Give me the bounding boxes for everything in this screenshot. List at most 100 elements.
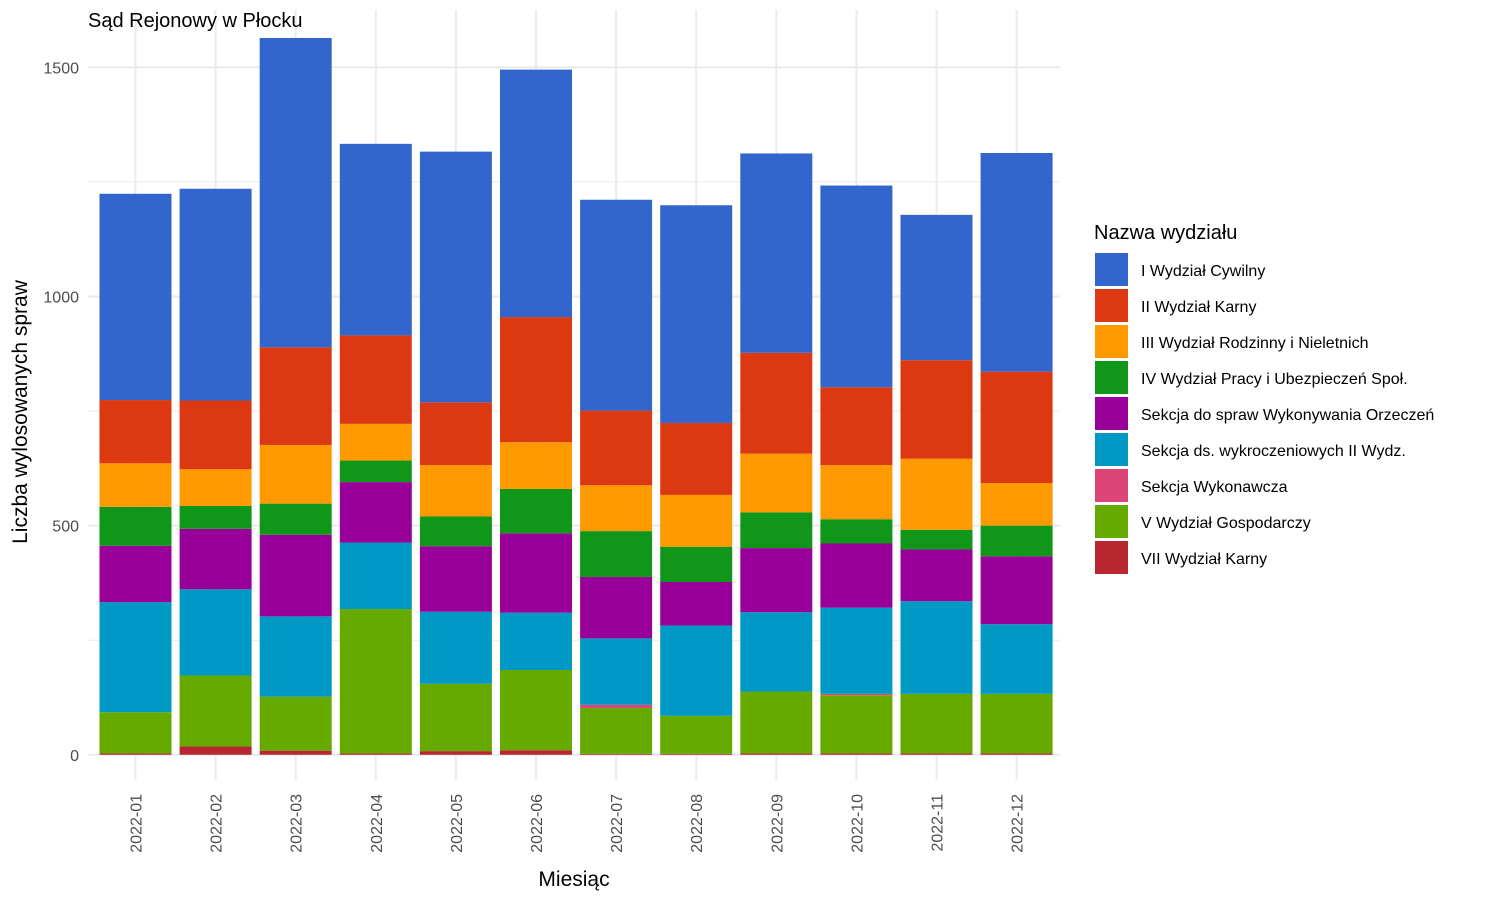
bar-segment <box>179 400 252 470</box>
y-tick-label: 1000 <box>43 289 79 306</box>
y-tick-label: 1500 <box>43 60 79 77</box>
bar-segment <box>99 193 172 401</box>
x-tick-label: 2022-01 <box>129 794 146 853</box>
legend-label: V Wydział Gospodarczy <box>1141 515 1311 532</box>
bar-segment <box>900 549 973 602</box>
bar-segment <box>740 153 813 353</box>
bar-segment <box>259 347 332 445</box>
x-tick-label: 2022-07 <box>609 794 626 853</box>
bar-segment <box>500 750 572 755</box>
bar-segment <box>419 151 492 403</box>
legend-swatch <box>1095 541 1128 574</box>
chart-title: Sąd Rejonowy w Płocku <box>88 10 303 32</box>
bar-segment <box>740 548 813 613</box>
bar-segment <box>900 529 973 550</box>
x-axis-ticks: 2022-01 2022-02 2022-03 2022-04 2022-05 2022-… <box>129 794 1027 853</box>
legend-swatch <box>1095 253 1128 286</box>
bar-segment <box>500 670 572 751</box>
bar-segment <box>820 519 893 544</box>
bar-segment <box>500 488 572 534</box>
bar-segment <box>900 753 973 755</box>
bar-segment <box>580 485 653 532</box>
y-tick-label: 0 <box>70 748 79 765</box>
bar-segment <box>179 469 252 506</box>
bar-segment <box>99 602 172 713</box>
x-tick-label: 2022-10 <box>849 794 866 853</box>
legend-label: III Wydział Rodzinny i Nieletnich <box>1141 335 1369 352</box>
legend-swatch <box>1095 505 1128 538</box>
bar-segment <box>339 609 412 754</box>
legend-label: II Wydział Karny <box>1141 299 1256 316</box>
bar-segment <box>419 402 492 466</box>
bar-segment <box>820 387 893 466</box>
bar-segment <box>900 693 973 754</box>
bar-segment <box>740 691 813 754</box>
bar-segment <box>980 624 1053 694</box>
bar-segment <box>580 704 653 709</box>
legend-label: VII Wydział Karny <box>1141 551 1267 568</box>
bar-segment <box>980 753 1053 755</box>
x-tick-label: 2022-02 <box>209 794 226 853</box>
x-tick-label: 2022-12 <box>1010 794 1027 853</box>
bar-segment <box>580 576 653 639</box>
y-axis-title: Liczba wylosowanych spraw <box>9 279 32 544</box>
bar-segment <box>99 753 172 755</box>
x-tick-label: 2022-11 <box>930 794 947 852</box>
bar-segment <box>419 751 492 755</box>
x-tick-label: 2022-04 <box>369 794 386 853</box>
legend-swatch <box>1095 433 1128 466</box>
bar-segment <box>820 543 893 608</box>
bar-segment <box>660 582 733 626</box>
bar-segment <box>980 371 1053 483</box>
bar-segment <box>179 188 252 401</box>
x-tick-label: 2022-08 <box>689 794 706 853</box>
bar-segment <box>179 746 252 755</box>
legend-swatch <box>1095 397 1128 430</box>
bar-segment <box>580 638 653 705</box>
bar-segment <box>99 463 172 507</box>
y-axis-ticks: 0 500 1000 1500 <box>43 60 79 765</box>
bar-segment <box>500 317 572 443</box>
bar-segment <box>339 460 412 483</box>
bar-segment <box>500 533 572 613</box>
bar-segment <box>179 675 252 747</box>
bar-segment <box>99 400 172 464</box>
x-tick-label: 2022-06 <box>529 794 546 853</box>
legend-label: Sekcja do spraw Wykonywania Orzeczeń <box>1141 407 1434 424</box>
bar-segment <box>980 525 1053 557</box>
legend-label: Sekcja Wykonawcza <box>1141 479 1288 496</box>
bar-segment <box>419 516 492 547</box>
bar-segment <box>259 444 332 504</box>
legend-label: IV Wydział Pracy i Ubezpieczeń Społ. <box>1141 371 1408 388</box>
bar-segment <box>660 494 733 547</box>
y-tick-label: 500 <box>52 519 79 536</box>
legend-items: I Wydział Cywilny II Wydział Karny III Wyd… <box>1095 253 1434 574</box>
bar-segment <box>980 693 1053 754</box>
bars <box>99 37 1053 755</box>
bar-segment <box>660 205 733 423</box>
bar-segment <box>660 715 733 754</box>
bar-segment <box>500 612 572 670</box>
bar-segment <box>500 69 572 318</box>
bar-segment <box>900 458 973 530</box>
bar-segment <box>900 214 973 361</box>
legend-swatch <box>1095 289 1128 322</box>
legend: Nazwa wydziału I Wydział Cywilny II Wydzi… <box>1094 222 1434 574</box>
bar-segment <box>580 708 653 754</box>
bar-segment <box>259 37 332 348</box>
bar-segment <box>980 483 1053 526</box>
bar-segment <box>179 589 252 676</box>
bar-segment <box>580 531 653 577</box>
bar-segment <box>419 683 492 752</box>
bar-segment <box>980 556 1053 625</box>
bar-segment <box>339 143 412 336</box>
bar-segment <box>820 753 893 755</box>
x-tick-label: 2022-05 <box>449 794 466 853</box>
bar-segment <box>259 750 332 755</box>
bar-segment <box>980 153 1053 372</box>
bar-segment <box>179 528 252 590</box>
bar-segment <box>339 423 412 461</box>
bar-segment <box>580 753 653 755</box>
bar-segment <box>660 422 733 495</box>
